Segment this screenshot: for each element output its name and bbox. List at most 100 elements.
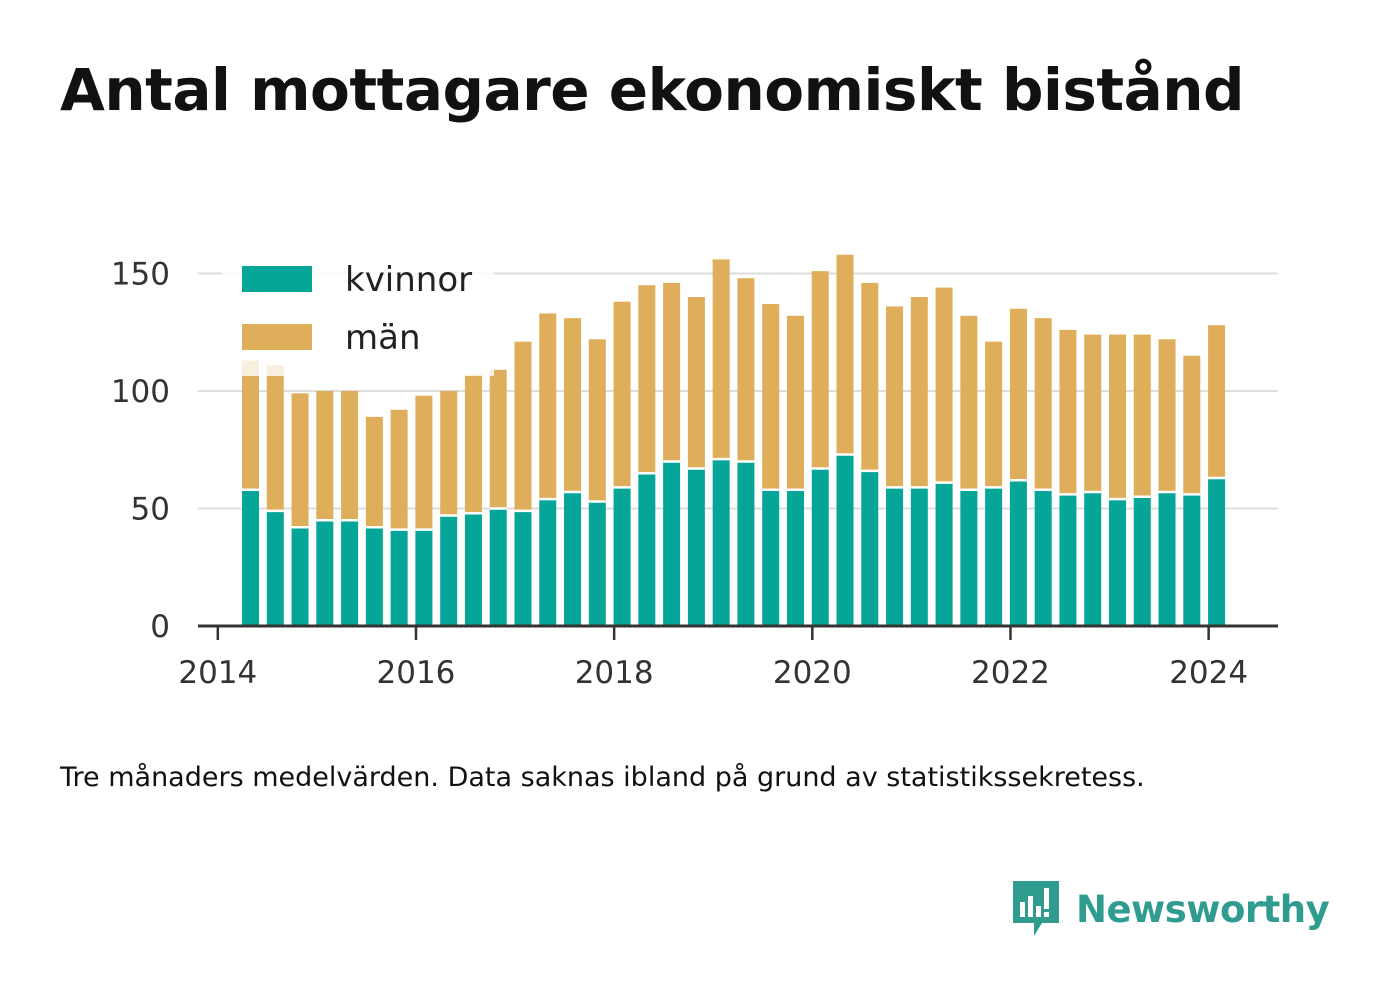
bar-man	[910, 297, 928, 488]
bar-man	[489, 369, 507, 509]
bar-man	[291, 393, 309, 528]
legend: kvinnor män	[222, 256, 494, 376]
bar-kvinnor	[415, 529, 433, 626]
bar-man	[1034, 318, 1052, 490]
x-tick-label: 2024	[1169, 655, 1248, 691]
bar-kvinnor	[464, 513, 482, 626]
bar-man	[588, 339, 606, 502]
bar-kvinnor	[861, 470, 879, 626]
bar-kvinnor	[489, 508, 507, 626]
bar-man	[737, 278, 755, 462]
bar-man	[390, 409, 408, 530]
brand-logo: Newsworthy	[1010, 878, 1330, 940]
bar-kvinnor	[341, 520, 359, 626]
bar-man	[341, 391, 359, 521]
bar-kvinnor	[1059, 494, 1077, 626]
bar-man	[811, 271, 829, 469]
x-tick-label: 2022	[971, 655, 1050, 691]
bar-kvinnor	[291, 527, 309, 626]
y-tick-label: 50	[131, 492, 170, 528]
legend-label: män	[345, 318, 421, 358]
bar-man	[564, 318, 582, 493]
bar-man	[960, 315, 978, 490]
bar-kvinnor	[539, 499, 557, 626]
bar-man	[687, 297, 705, 469]
bar-man	[1108, 334, 1126, 500]
x-tick-label: 2020	[773, 655, 852, 691]
bar-kvinnor	[316, 520, 334, 626]
bar-man	[786, 315, 804, 490]
bar-man	[861, 282, 879, 471]
bar-kvinnor	[242, 489, 260, 626]
legend-label: kvinnor	[345, 260, 472, 300]
bar-man	[1133, 334, 1151, 497]
bar-kvinnor	[786, 489, 804, 626]
bar-kvinnor	[1034, 489, 1052, 626]
newsworthy-logo-icon	[1013, 881, 1059, 936]
bar-kvinnor	[836, 454, 854, 626]
bar-man	[985, 341, 1003, 488]
stacked-bar-chart: 0 50 100 150 2014 2016 2018 2020 2022 2024 kvinno…	[111, 254, 1278, 691]
bar-man	[316, 391, 334, 521]
bar-kvinnor	[886, 487, 904, 626]
bar-man	[613, 301, 631, 488]
bar-man	[266, 365, 284, 511]
x-tick-label: 2014	[178, 655, 257, 691]
bar-kvinnor	[985, 487, 1003, 626]
bar-man	[1009, 308, 1027, 481]
bar-man	[1158, 339, 1176, 493]
bar-man	[1183, 355, 1201, 495]
bar-man	[1084, 334, 1102, 493]
bar-kvinnor	[440, 515, 458, 626]
bar-kvinnor	[1158, 492, 1176, 626]
bar-kvinnor	[1133, 496, 1151, 626]
bar-kvinnor	[935, 482, 953, 626]
bar-man	[762, 304, 780, 490]
bar-man	[415, 395, 433, 530]
bar-kvinnor	[811, 468, 829, 626]
bar-kvinnor	[588, 501, 606, 626]
bar-kvinnor	[910, 487, 928, 626]
bar-man	[663, 282, 681, 462]
axes: 0 50 100 150 2014 2016 2018 2020 2022 2024	[111, 257, 1278, 691]
bar-kvinnor	[737, 461, 755, 626]
bar-kvinnor	[1183, 494, 1201, 626]
bar-kvinnor	[712, 459, 730, 626]
bar-kvinnor	[762, 489, 780, 626]
bar-man	[514, 341, 532, 511]
legend-swatch	[242, 266, 312, 292]
bar-man	[539, 313, 557, 500]
bar-man	[1059, 329, 1077, 495]
bar-man	[886, 306, 904, 488]
bar-man	[712, 259, 730, 460]
bar-man	[365, 416, 383, 528]
bar-kvinnor	[1009, 480, 1027, 626]
y-tick-label: 100	[111, 374, 170, 410]
bar-man	[242, 360, 260, 490]
bar-kvinnor	[266, 510, 284, 626]
y-tick-label: 0	[150, 609, 170, 645]
bar-man	[1208, 325, 1226, 478]
x-tick-label: 2016	[377, 655, 456, 691]
bar-kvinnor	[365, 527, 383, 626]
legend-swatch	[242, 324, 312, 350]
bar-kvinnor	[564, 492, 582, 626]
bar-man	[935, 287, 953, 483]
bar-kvinnor	[663, 461, 681, 626]
bar-kvinnor	[514, 510, 532, 626]
bar-kvinnor	[613, 487, 631, 626]
bar-kvinnor	[390, 529, 408, 626]
chart-caption: Tre månaders medelvärden. Data saknas ib…	[60, 762, 1145, 793]
x-tick-label: 2018	[575, 655, 654, 691]
bar-kvinnor	[1108, 499, 1126, 626]
bar-man	[440, 391, 458, 516]
bar-man	[836, 254, 854, 455]
y-tick-label: 150	[111, 257, 170, 293]
brand-name: Newsworthy	[1076, 887, 1330, 931]
bar-man	[638, 285, 656, 474]
bar-man	[464, 374, 482, 514]
bar-kvinnor	[1084, 492, 1102, 626]
chart-title: Antal mottagare ekonomiskt bistånd	[60, 56, 1245, 124]
bar-kvinnor	[960, 489, 978, 626]
bars	[242, 254, 1226, 626]
